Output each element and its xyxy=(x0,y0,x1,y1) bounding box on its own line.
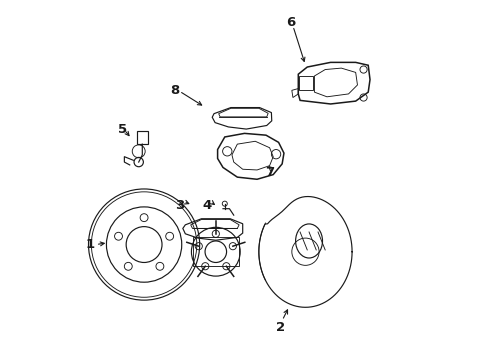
Text: 7: 7 xyxy=(264,166,274,179)
Bar xyxy=(192,237,239,266)
Text: 6: 6 xyxy=(286,16,295,29)
Text: 8: 8 xyxy=(170,84,179,97)
Bar xyxy=(298,76,313,90)
Text: 4: 4 xyxy=(202,199,211,212)
Text: 3: 3 xyxy=(175,199,184,212)
Text: 1: 1 xyxy=(85,238,95,251)
Text: 5: 5 xyxy=(118,123,127,136)
Text: 2: 2 xyxy=(275,320,285,333)
